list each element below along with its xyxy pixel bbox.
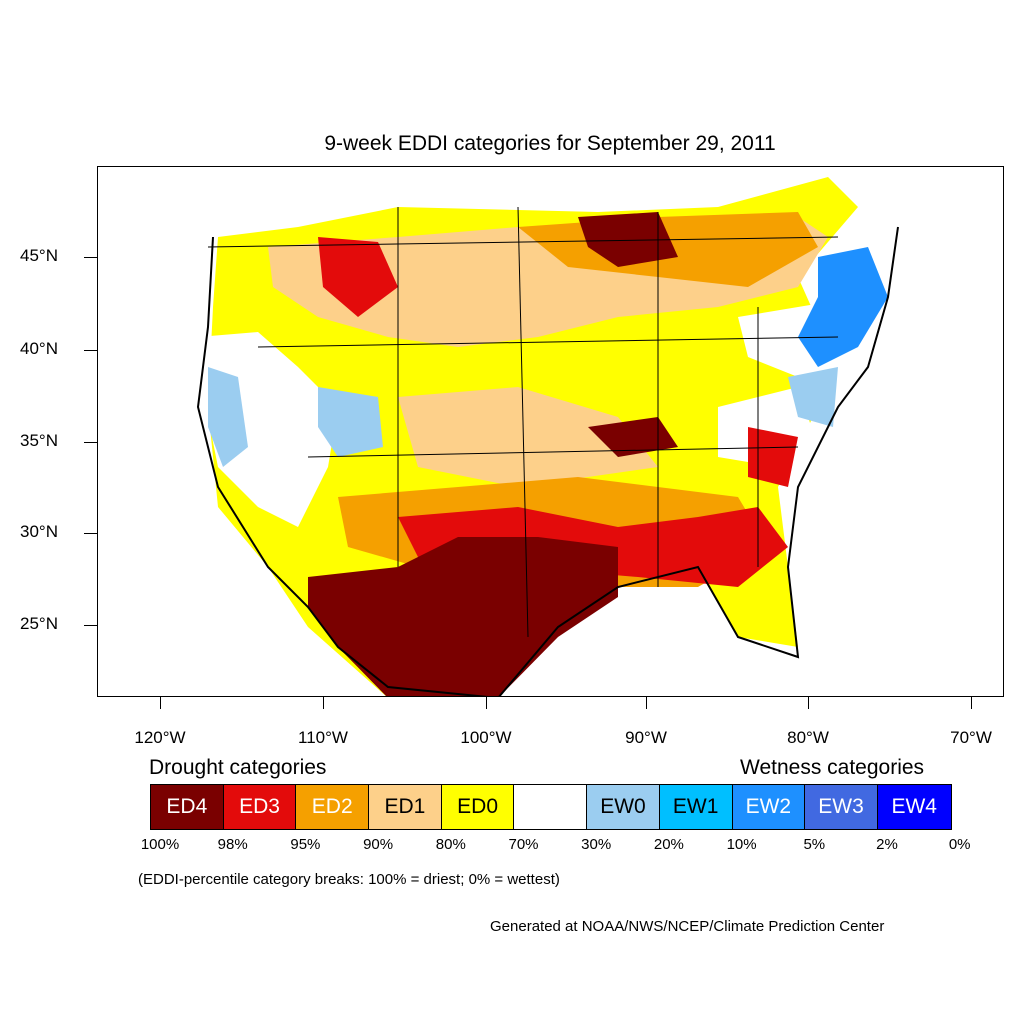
- break-label: 30%: [581, 836, 612, 853]
- state-borders: [207, 206, 839, 638]
- ew1-region-west: [208, 367, 248, 467]
- lat-tick-45: [84, 257, 97, 258]
- legend-swatch-ew4: EW4: [877, 785, 951, 829]
- break-label: 90%: [363, 836, 394, 853]
- eddi-map: [196, 177, 899, 696]
- wetness-categories-heading: Wetness categories: [740, 756, 925, 779]
- break-label: 100%: [140, 836, 180, 853]
- credit-line: Generated at NOAA/NWS/NCEP/Climate Predi…: [490, 918, 885, 935]
- legend-swatch-ed3: ED3: [223, 785, 297, 829]
- break-label: 98%: [217, 836, 248, 853]
- break-label: 0%: [948, 836, 971, 853]
- lat-label-25: 25°N: [20, 614, 58, 633]
- lon-tick-90: [646, 697, 647, 709]
- lat-tick-35: [84, 442, 97, 443]
- ew1-region-great-basin: [318, 387, 383, 457]
- coastline: [196, 226, 899, 696]
- lon-tick-100: [486, 697, 487, 709]
- ed4-region-midsouth: [588, 417, 678, 457]
- lat-label-30: 30°N: [20, 522, 58, 541]
- ed4-region-texas: [308, 537, 618, 696]
- category-note: (EDDI-percentile category breaks: 100% =…: [138, 871, 560, 888]
- lat-tick-40: [84, 350, 97, 351]
- lon-label-120: 120°W: [134, 728, 186, 747]
- ew0-region-midatlantic: [788, 367, 838, 427]
- legend-swatch-ed2: ED2: [296, 785, 370, 829]
- legend-swatch-ew1: EW1: [659, 785, 733, 829]
- category-legend: ED4 ED3 ED2 ED1 ED0 EW0 EW1 EW2 EW3 EW4: [150, 784, 952, 830]
- lon-tick-110: [323, 697, 324, 709]
- lon-tick-120: [160, 697, 161, 709]
- lat-tick-25: [84, 625, 97, 626]
- ed4-region-north: [578, 212, 678, 267]
- ed1-region-central: [398, 387, 658, 487]
- lat-tick-30: [84, 533, 97, 534]
- legend-swatch-ew3: EW3: [805, 785, 878, 829]
- legend-swatch-near-normal: [514, 785, 588, 829]
- legend-swatch-ew0: EW0: [587, 785, 660, 829]
- break-label: 20%: [653, 836, 684, 853]
- lon-label-70: 70°W: [950, 728, 992, 747]
- lon-tick-80: [808, 697, 809, 709]
- lat-label-40: 40°N: [20, 339, 58, 358]
- lon-label-100: 100°W: [460, 728, 512, 747]
- lon-label-80: 80°W: [787, 728, 829, 747]
- break-label: 80%: [435, 836, 466, 853]
- legend-swatch-ed0: ED0: [441, 785, 515, 829]
- ed3-region-montana: [318, 237, 398, 317]
- lat-label-45: 45°N: [20, 246, 58, 265]
- lon-label-110: 110°W: [298, 728, 348, 747]
- legend-swatch-ed4: ED4: [151, 785, 224, 829]
- lon-tick-70: [971, 697, 972, 709]
- break-label: 70%: [508, 836, 539, 853]
- lon-label-90: 90°W: [625, 728, 667, 747]
- legend-swatch-ew2: EW2: [732, 785, 806, 829]
- break-label: 2%: [876, 836, 898, 853]
- drought-categories-heading: Drought categories: [149, 756, 327, 779]
- break-label: 5%: [803, 836, 826, 853]
- map-title: 9-week EDDI categories for September 29,…: [324, 132, 776, 155]
- ed3-region-carolinas: [748, 427, 798, 487]
- break-label: 10%: [726, 836, 757, 853]
- legend-swatch-ed1: ED1: [369, 785, 442, 829]
- map-frame: [97, 166, 1004, 697]
- lat-label-35: 35°N: [20, 431, 58, 450]
- break-label: 95%: [290, 836, 321, 853]
